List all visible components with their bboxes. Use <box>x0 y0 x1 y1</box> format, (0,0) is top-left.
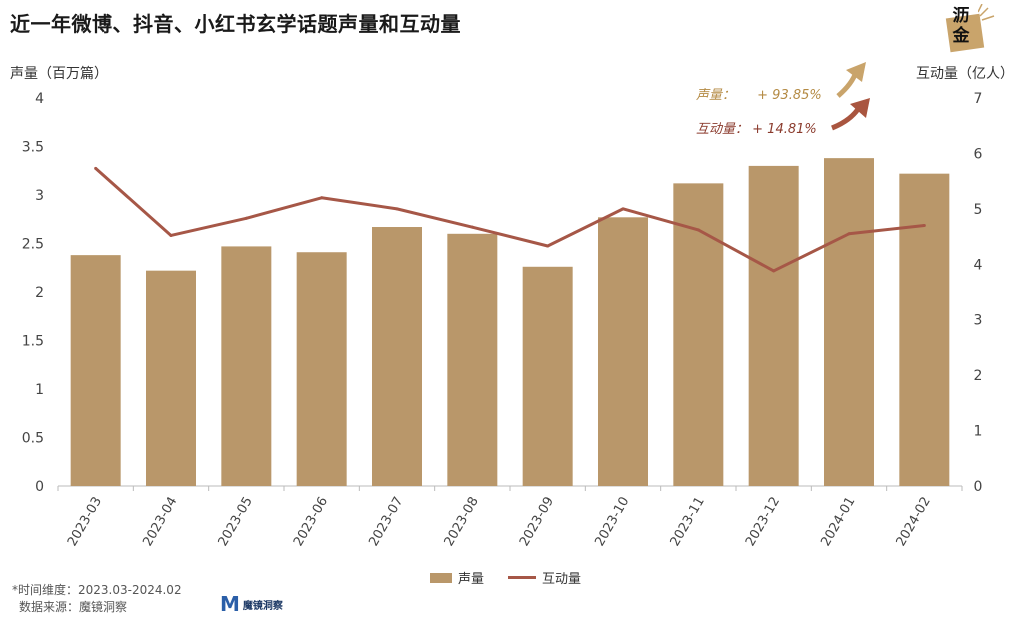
bar <box>447 233 498 486</box>
line-point <box>922 223 926 227</box>
line-series <box>94 166 926 273</box>
annotation-interaction-label: 互动量： <box>696 122 749 137</box>
y-right-tick-label: 6 <box>974 146 983 162</box>
line-point <box>546 244 550 248</box>
line-point <box>94 166 98 170</box>
bar-series <box>70 158 950 487</box>
y-left-tick-label: 4 <box>35 91 44 107</box>
brand-name: 魔镜洞察 <box>242 600 283 612</box>
x-tick-label: 2023-12 <box>743 495 783 550</box>
up-arrow-icon <box>836 71 859 98</box>
y-left-tick-label: 0.5 <box>22 431 44 447</box>
line-point <box>244 216 248 220</box>
logo-text: 沥金 <box>952 6 970 46</box>
x-tick-label: 2024-02 <box>894 495 934 550</box>
y-right-tick-label: 5 <box>974 202 983 218</box>
up-arrow-head-icon-2 <box>850 98 870 118</box>
up-arrow-head-icon <box>846 62 866 82</box>
annotation-volume-label: 声量： <box>696 88 736 103</box>
bar <box>522 266 573 486</box>
x-tick-label: 2023-09 <box>517 495 557 550</box>
y-right-tick-label: 2 <box>974 368 983 384</box>
source-brand: M 魔镜洞察 <box>220 592 283 616</box>
sparkle-icon <box>978 4 995 21</box>
footnote: *时间维度：2023.03-2024.02 数据来源：魔镜洞察 <box>12 582 182 616</box>
line-point <box>621 207 625 211</box>
x-tick-label: 2023-04 <box>140 495 180 550</box>
bar <box>899 173 950 486</box>
y-right-tick-label: 3 <box>974 313 983 329</box>
x-tick-label: 2023-07 <box>366 495 406 550</box>
line-point <box>772 269 776 273</box>
legend-label-volume: 声量 <box>458 572 485 587</box>
bar <box>372 227 422 486</box>
annotation-interaction: 互动量： + 14.81% <box>696 118 817 137</box>
annotation-arrows <box>831 62 870 131</box>
y-left-tick-label: 3 <box>35 188 44 204</box>
legend-label-interaction: 互动量 <box>542 572 582 587</box>
annotation-interaction-value: + 14.81% <box>752 122 817 137</box>
brand-logo: 沥金 <box>940 4 1000 60</box>
x-tick-label: 2023-03 <box>65 495 105 550</box>
y-left-tick-label: 1.5 <box>22 334 44 350</box>
brand-logo-icon: M <box>220 592 240 616</box>
x-tick-labels: 2023-03 2023-04 2023-05 2023-06 2023-07 2023-… <box>65 495 934 550</box>
y-left-tick-label: 2 <box>35 285 44 301</box>
footnote-time: *时间维度：2023.03-2024.02 <box>12 583 182 597</box>
bar <box>673 183 724 487</box>
x-tick-label: 2023-11 <box>668 495 708 550</box>
legend-item-volume: 声量 <box>430 568 484 587</box>
line-point <box>320 196 324 200</box>
up-arrow-icon-2 <box>831 104 863 131</box>
x-tick-label: 2023-08 <box>442 495 482 550</box>
y-left-tick-label: 2.5 <box>22 237 44 253</box>
x-axis <box>57 485 963 491</box>
y-right-axis-title: 互动量（亿人） <box>916 66 1014 82</box>
annotation-volume: 声量： + 93.85% <box>696 84 822 103</box>
y-right-tick-label: 7 <box>974 91 983 107</box>
legend-item-interaction: 互动量 <box>508 568 581 587</box>
bar <box>824 158 874 486</box>
line-point <box>847 232 851 236</box>
y-left-tick-label: 0 <box>35 479 44 495</box>
x-tick-label: 2023-06 <box>291 495 331 550</box>
y-right-ticks: 0 1 2 3 4 5 6 7 <box>974 91 983 495</box>
legend-bar-swatch <box>430 572 452 583</box>
footnote-source: 数据来源：魔镜洞察 <box>19 600 128 614</box>
y-left-tick-label: 1 <box>35 382 44 398</box>
x-tick-label: 2024-01 <box>818 495 858 550</box>
y-right-tick-label: 0 <box>974 479 983 495</box>
annotation-volume-value: + 93.85% <box>757 88 822 103</box>
y-right-tick-label: 4 <box>974 257 983 273</box>
legend-line-swatch <box>508 576 537 579</box>
bar <box>598 217 648 486</box>
y-left-ticks: 0 0.5 1 1.5 2 2.5 3 3.5 4 <box>22 91 44 495</box>
x-tick-label: 2023-10 <box>592 495 632 550</box>
line-point <box>470 225 474 229</box>
bar <box>748 165 799 486</box>
line-path <box>94 167 925 273</box>
bar <box>296 252 347 486</box>
chart-legend: 声量 互动量 <box>430 568 605 587</box>
chart-title: 近一年微博、抖音、小红书玄学话题声量和互动量 <box>10 12 461 36</box>
y-right-tick-label: 1 <box>974 424 983 440</box>
line-point <box>395 207 399 211</box>
line-point <box>169 233 173 237</box>
y-left-tick-label: 3.5 <box>22 140 44 156</box>
bar <box>146 270 196 486</box>
y-left-axis-title: 声量（百万篇） <box>10 66 108 82</box>
bar <box>70 255 121 486</box>
bar <box>221 246 272 486</box>
line-point <box>696 228 700 232</box>
x-tick-label: 2023-05 <box>216 495 256 550</box>
